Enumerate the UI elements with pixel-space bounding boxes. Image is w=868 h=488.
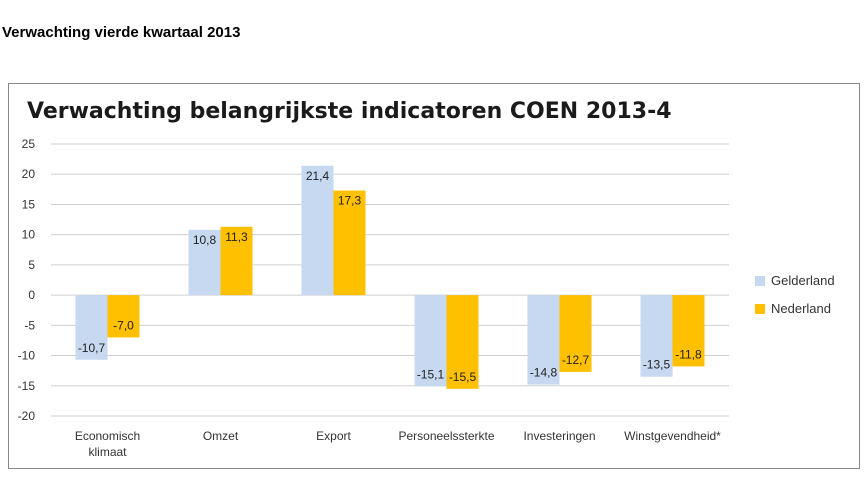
bars-layer [75,165,705,389]
category-label: Omzet [203,429,239,443]
y-tick-label: 20 [22,167,36,181]
category-label: Winstgevendheid* [624,429,721,443]
data-label: -10,7 [78,341,106,355]
legend-swatch-gelderland [755,276,765,286]
y-tick-label: -5 [24,318,35,332]
category-label: Economisch [75,429,140,443]
legend-swatch-nederland [755,304,765,314]
bar-gelderland-1 [188,229,221,296]
data-label: 10,8 [193,233,217,247]
chart-frame: Verwachting belangrijkste indicatoren CO… [8,83,860,469]
y-tick-label: 10 [22,228,36,242]
data-label: -11,8 [675,347,702,361]
data-label: -12,7 [562,353,590,367]
page-heading: Verwachting vierde kwartaal 2013 [2,24,241,41]
bar-gelderland-4 [527,295,560,385]
bar-nederland-5 [672,295,705,367]
data-label: 17,3 [338,194,362,208]
bar-gelderland-2 [301,165,334,296]
bar-nederland-0 [107,295,140,338]
data-label: -13,5 [643,358,671,372]
bar-nederland-3 [446,295,479,389]
category-label: klimaat [88,445,127,459]
data-label: 11,3 [225,230,248,244]
legend-label-nederland: Nederland [771,301,831,316]
chart-svg: Verwachting belangrijkste indicatoren CO… [18,99,835,459]
bar-gelderland-5 [640,295,673,377]
y-tick-label: 25 [22,137,36,151]
y-tick-label: -20 [18,409,36,423]
y-tick-label: 5 [28,258,35,272]
data-label: -14,8 [530,366,558,380]
bar-nederland-1 [220,226,253,296]
data-label: -15,1 [417,367,445,381]
bar-nederland-2 [333,190,366,296]
grid-layer [51,143,729,417]
y-tick-label: -15 [18,379,36,393]
category-label: Export [316,429,351,443]
data-label: -15,5 [449,370,477,384]
data-labels-layer: -10,7 -7,0 10,8 11,3 21,4 17,3 -15,1 -15,5 -14,8… [78,169,702,384]
data-label: -7,0 [113,318,134,332]
category-label: Investeringen [523,429,595,443]
chart-title: Verwachting belangrijkste indicatoren CO… [27,99,672,124]
legend: Gelderland Nederland [755,273,835,316]
y-tick-label: 0 [28,288,35,302]
legend-label-gelderland: Gelderland [771,273,835,288]
bar-nederland-4 [559,295,592,372]
category-label: Personeelssterkte [398,429,494,443]
data-label: 21,4 [306,169,330,183]
bar-gelderland-3 [414,295,447,387]
x-axis-categories: Economisch klimaat Omzet Export Personeelsst… [75,429,721,459]
bar-gelderland-0 [75,295,108,360]
y-tick-label: -10 [18,349,36,363]
y-tick-label: 15 [22,197,36,211]
y-axis-ticks: 25 20 15 10 5 0 -5 -10 -15 -20 [18,137,36,423]
